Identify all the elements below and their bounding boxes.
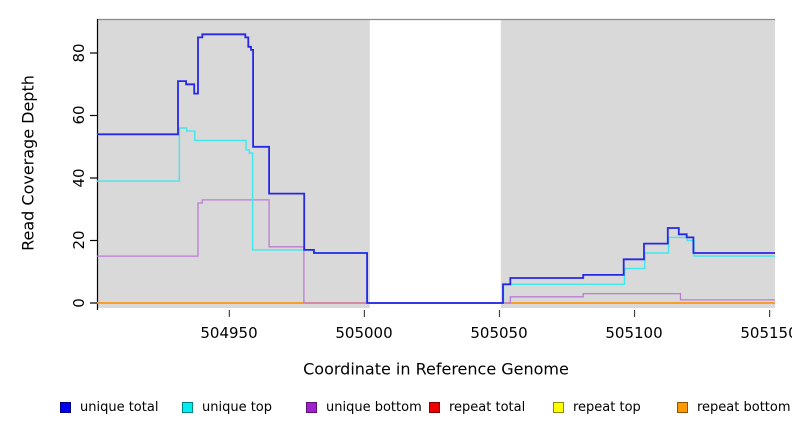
y-axis-title: Read Coverage Depth bbox=[18, 75, 38, 251]
y-tick-label: 0 bbox=[70, 298, 88, 308]
x-axis-title: Coordinate in Reference Genome bbox=[303, 359, 569, 379]
legend-item-repeat-top: repeat top bbox=[553, 398, 641, 416]
x-tick-label: 505000 bbox=[335, 324, 393, 342]
y-tick-label: 20 bbox=[70, 230, 88, 250]
y-tick-label: 40 bbox=[70, 168, 88, 188]
unique-total-swatch-icon bbox=[60, 401, 71, 413]
repeat-bottom-swatch-icon bbox=[677, 401, 688, 413]
x-tick-label: 504950 bbox=[200, 324, 258, 342]
y-tick-label: 80 bbox=[70, 43, 88, 63]
legend-item-unique-total: unique total bbox=[60, 398, 158, 416]
legend-item-unique-top: unique top bbox=[182, 398, 272, 416]
legend-label: unique total bbox=[80, 399, 159, 415]
legend-item-unique-bottom: unique bottom bbox=[306, 398, 422, 416]
repeat-top-swatch-icon bbox=[553, 401, 564, 413]
repeat-total-swatch-icon bbox=[429, 401, 440, 413]
covered-region-left bbox=[97, 20, 370, 308]
series-unique-total bbox=[97, 33, 775, 304]
legend-label: unique bottom bbox=[326, 399, 422, 415]
y-tick-label: 60 bbox=[70, 105, 88, 125]
legend-label: repeat top bbox=[573, 399, 641, 415]
legend-item-repeat-bottom: repeat bottom bbox=[677, 398, 791, 416]
legend-label: repeat bottom bbox=[697, 399, 791, 415]
covered-region-right bbox=[500, 20, 775, 308]
legend: unique total unique top unique bottom re… bbox=[0, 398, 792, 418]
x-tick-label: 505150 bbox=[740, 324, 792, 342]
legend-label: unique top bbox=[202, 399, 273, 415]
x-tick-label: 505100 bbox=[605, 324, 663, 342]
unique-bottom-swatch-icon bbox=[306, 401, 317, 413]
legend-label: repeat total bbox=[449, 399, 526, 415]
unique-top-swatch-icon bbox=[182, 401, 193, 413]
series-unique-bottom bbox=[97, 199, 775, 304]
x-tick-label: 505050 bbox=[470, 324, 528, 342]
legend-item-repeat-total: repeat total bbox=[429, 398, 525, 416]
